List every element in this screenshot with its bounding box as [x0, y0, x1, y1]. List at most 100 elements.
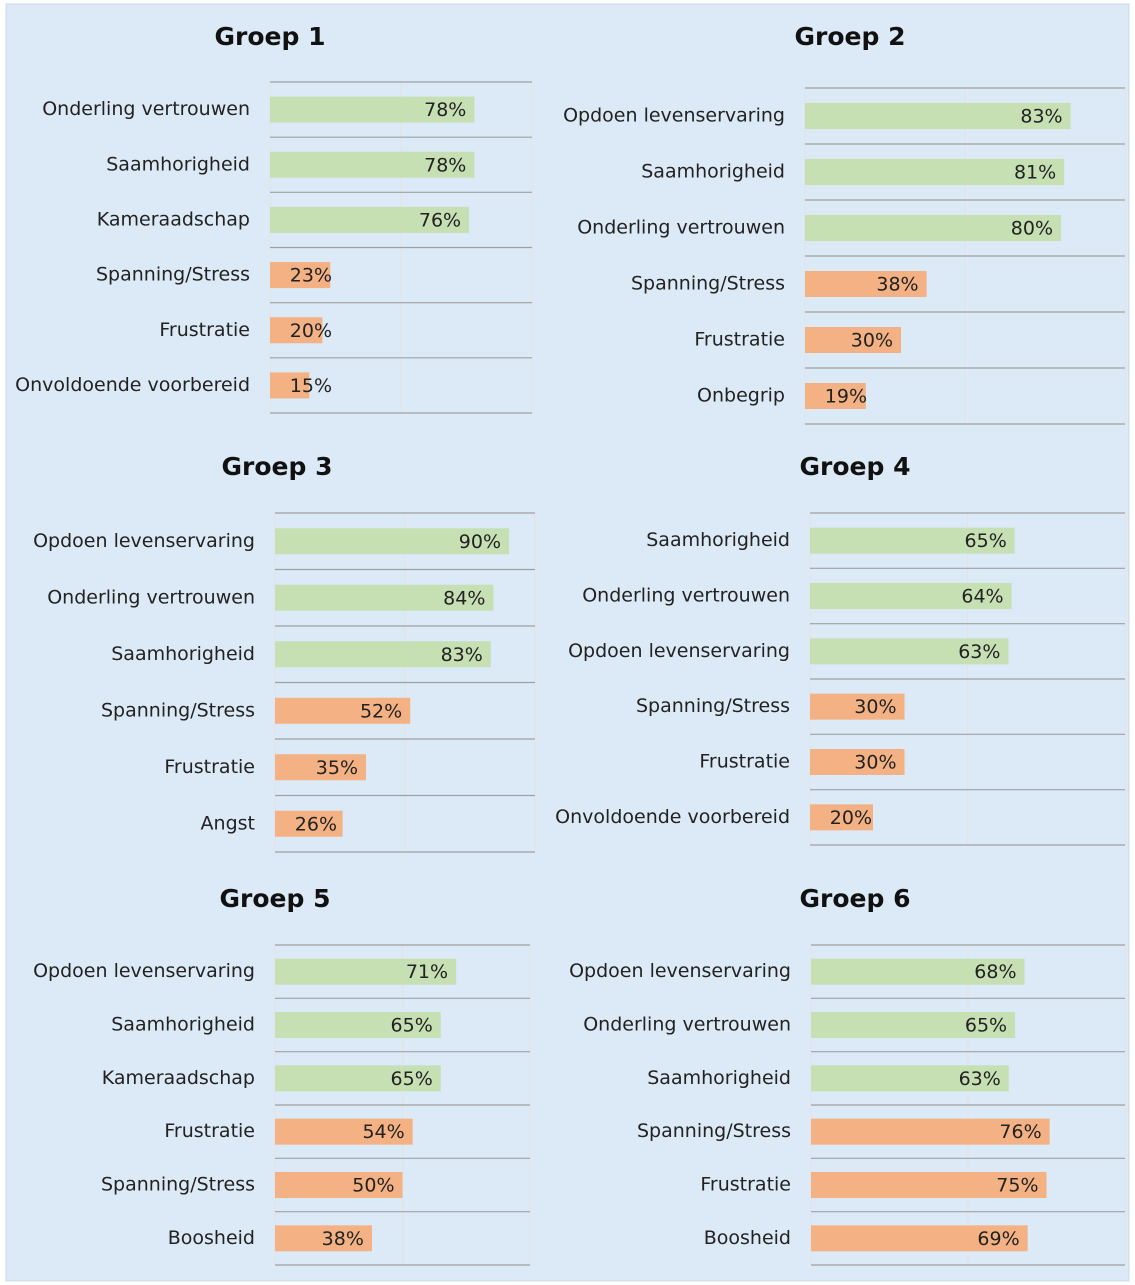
bar: [810, 638, 1009, 665]
category-label: Saamhorigheid: [111, 643, 255, 665]
bar: [811, 958, 1025, 985]
bar: [810, 749, 905, 775]
bar: [811, 1065, 1009, 1092]
bar: [275, 641, 491, 668]
bar: [275, 697, 411, 724]
category-label: Saamhorigheid: [646, 529, 790, 551]
category-label: Spanning/Stress: [101, 1174, 255, 1196]
value-label: 78%: [424, 154, 466, 176]
value-label: 63%: [959, 1068, 1001, 1090]
value-label: 80%: [1011, 218, 1053, 240]
bar: [811, 1225, 1028, 1252]
category-label: Kameraadschap: [102, 1067, 255, 1089]
category-label: Onderling vertrouwen: [582, 585, 790, 607]
value-label: 83%: [1020, 106, 1062, 128]
value-label: 26%: [295, 813, 337, 835]
category-label: Boosheid: [168, 1227, 255, 1249]
value-label: 71%: [406, 961, 448, 983]
chart-title: Groep 3: [222, 452, 333, 481]
value-label: 30%: [854, 696, 896, 718]
value-label: 65%: [965, 530, 1007, 552]
value-label: 63%: [958, 641, 1000, 663]
category-label: Angst: [201, 812, 255, 834]
value-label: 90%: [459, 531, 501, 553]
bar: [811, 1012, 1016, 1038]
category-label: Opdoen levenservaring: [569, 960, 791, 982]
category-label: Onderling vertrouwen: [47, 586, 255, 608]
category-label: Boosheid: [704, 1227, 791, 1249]
chart-title: Groep 2: [795, 22, 906, 51]
value-label: 65%: [391, 1015, 433, 1037]
category-label: Onderling vertrouwen: [583, 1014, 791, 1036]
category-label: Frustratie: [159, 319, 250, 341]
value-label: 83%: [441, 644, 483, 666]
chart-title: Groep 6: [800, 884, 911, 913]
value-label: 64%: [961, 586, 1003, 608]
value-label: 20%: [830, 807, 872, 829]
bar: [811, 1172, 1047, 1198]
bar: [275, 1172, 403, 1198]
value-label: 50%: [352, 1175, 394, 1197]
value-label: 23%: [290, 265, 332, 287]
value-label: 52%: [360, 700, 402, 722]
value-label: 76%: [999, 1121, 1041, 1143]
category-label: Frustratie: [164, 1120, 255, 1142]
category-label: Frustratie: [699, 751, 790, 773]
category-label: Onderling vertrouwen: [577, 217, 785, 239]
category-label: Onderling vertrouwen: [42, 98, 250, 120]
category-label: Spanning/Stress: [631, 273, 785, 295]
category-label: Onbegrip: [697, 385, 785, 407]
category-label: Spanning/Stress: [96, 264, 250, 286]
bar: [805, 159, 1065, 185]
value-label: 84%: [443, 587, 485, 609]
bar: [805, 383, 866, 409]
bar: [270, 317, 323, 344]
value-label: 78%: [424, 99, 466, 121]
value-label: 35%: [316, 757, 358, 779]
chart-title: Groep 1: [215, 22, 326, 51]
bar: [270, 372, 310, 399]
bar: [270, 96, 475, 123]
bar: [270, 262, 331, 289]
bar: [805, 327, 901, 353]
bar: [275, 528, 509, 555]
value-label: 69%: [977, 1228, 1019, 1250]
category-label: Onvoldoende voorbereid: [15, 374, 250, 396]
bar: [275, 1012, 441, 1038]
bar: [811, 1118, 1050, 1145]
value-label: 75%: [996, 1175, 1038, 1197]
category-label: Frustratie: [700, 1174, 791, 1196]
bar: [810, 804, 873, 831]
category-label: Opdoen levenservaring: [563, 105, 785, 127]
chart-title: Groep 5: [220, 884, 331, 913]
value-label: 38%: [322, 1228, 364, 1250]
category-label: Spanning/Stress: [637, 1120, 791, 1142]
value-label: 68%: [974, 961, 1016, 983]
bar: [275, 1065, 441, 1092]
category-label: Frustratie: [694, 329, 785, 351]
value-label: 76%: [419, 209, 461, 231]
value-label: 30%: [851, 330, 893, 352]
value-label: 30%: [854, 752, 896, 774]
value-label: 20%: [290, 320, 332, 342]
value-label: 15%: [290, 375, 332, 397]
category-label: Saamhorigheid: [647, 1067, 791, 1089]
bar: [275, 584, 494, 611]
category-label: Saamhorigheid: [106, 153, 250, 175]
bar: [805, 215, 1061, 241]
category-label: Spanning/Stress: [636, 695, 790, 717]
bar: [275, 958, 457, 985]
chart-title: Groep 4: [800, 452, 911, 481]
bar: [810, 693, 905, 720]
bar: [275, 754, 366, 781]
bar: [270, 151, 475, 178]
value-label: 54%: [362, 1121, 404, 1143]
category-label: Opdoen levenservaring: [568, 640, 790, 662]
bar: [275, 1118, 413, 1145]
category-label: Opdoen levenservaring: [33, 530, 255, 552]
bar: [810, 583, 1012, 609]
category-label: Opdoen levenservaring: [33, 960, 255, 982]
bar: [810, 527, 1015, 554]
bar: [805, 103, 1071, 129]
